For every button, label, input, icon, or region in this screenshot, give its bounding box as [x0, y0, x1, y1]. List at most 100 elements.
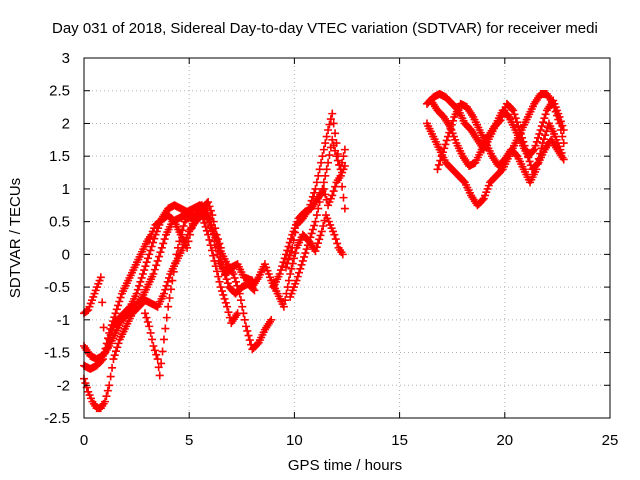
data-point [98, 298, 107, 307]
data-point [314, 171, 323, 180]
data-point [322, 132, 331, 141]
data-point [135, 281, 144, 290]
data-point [310, 188, 319, 197]
data-point [284, 255, 293, 264]
data-point [556, 126, 565, 134]
y-tick-label: -0.5 [44, 279, 70, 296]
data-point [523, 149, 532, 158]
data-point [434, 160, 443, 169]
data-point [289, 254, 298, 263]
data-point [291, 228, 300, 237]
data-point [338, 182, 347, 191]
data-point [307, 196, 316, 205]
data-point [447, 120, 456, 129]
data-point [206, 206, 215, 215]
data-point [317, 227, 326, 236]
data-point [209, 217, 218, 226]
data-point [211, 224, 220, 233]
data-point [162, 313, 171, 322]
data-point [555, 119, 564, 128]
y-tick-label: 1 [62, 181, 70, 198]
data-point [338, 158, 347, 167]
data-point [532, 137, 541, 146]
data-point [537, 122, 546, 131]
data-point [340, 145, 349, 154]
data-point [155, 252, 164, 261]
data-point [223, 279, 232, 288]
data-point [275, 270, 284, 278]
data-point [440, 144, 449, 153]
data-point [185, 230, 194, 239]
data-point [200, 218, 209, 227]
data-point [441, 140, 450, 149]
data-point [212, 230, 221, 239]
data-point [168, 276, 177, 285]
data-point [112, 305, 121, 314]
plot-frame [83, 57, 611, 419]
data-point [449, 116, 458, 125]
data-point [114, 339, 123, 348]
data-point [172, 250, 181, 259]
y-tick-label: 2.5 [49, 83, 70, 100]
data-point [162, 281, 171, 290]
data-point [308, 225, 317, 234]
data-marks [80, 90, 568, 413]
data-point [516, 129, 525, 138]
data-point [105, 381, 114, 390]
data-point [331, 146, 340, 155]
data-point [331, 129, 340, 138]
data-point [218, 287, 227, 296]
data-point [328, 109, 337, 118]
data-point [152, 350, 161, 359]
data-point [315, 165, 324, 174]
data-point [179, 222, 188, 230]
x-axis-title: GPS time / hours [288, 457, 402, 474]
data-point [296, 264, 305, 273]
data-point [243, 326, 252, 335]
data-point [184, 237, 193, 246]
y-tick-label: -1.5 [44, 345, 70, 362]
data-point [317, 158, 326, 167]
data-point [281, 296, 290, 305]
data-point [554, 115, 563, 124]
data-point [224, 308, 233, 317]
data-point [339, 193, 348, 202]
data-point [445, 128, 454, 137]
data-point [511, 114, 520, 123]
data-point [156, 248, 165, 257]
data-point [97, 356, 106, 365]
data-point [531, 141, 540, 150]
data-point [115, 297, 124, 306]
data-point [267, 315, 276, 324]
data-point [145, 250, 154, 259]
data-point [143, 254, 152, 263]
data-point [205, 235, 214, 244]
y-tick-label: -1 [57, 312, 70, 329]
data-point [159, 335, 168, 344]
data-point [201, 222, 210, 231]
data-point [285, 251, 294, 260]
series-trace-9 [286, 135, 349, 301]
data-point [218, 263, 227, 272]
data-point [96, 273, 105, 282]
data-point [149, 342, 158, 350]
data-point [111, 347, 120, 356]
data-point [113, 343, 122, 352]
data-point [229, 270, 238, 278]
data-point [291, 249, 300, 258]
data-point [188, 219, 197, 228]
data-point [518, 133, 527, 142]
data-point [559, 155, 568, 164]
data-point [433, 165, 442, 174]
y-tick-label: 0.5 [49, 214, 70, 231]
data-point [110, 351, 119, 360]
data-point [538, 139, 547, 148]
data-point [158, 347, 167, 356]
series-trace-8 [281, 109, 349, 272]
data-point [116, 293, 125, 302]
y-tick-label: -2 [57, 377, 70, 394]
y-tick-label: 3 [62, 50, 70, 67]
data-point [287, 264, 296, 273]
data-point [150, 265, 159, 274]
